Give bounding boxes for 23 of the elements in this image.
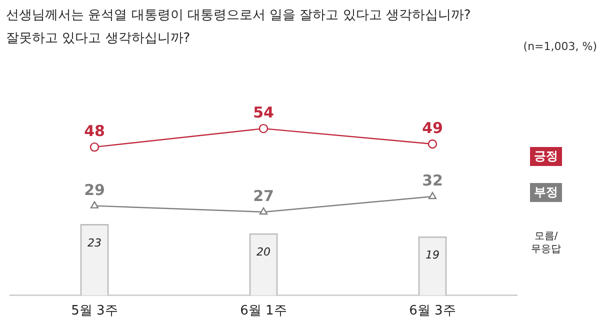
data-label: 27 <box>253 186 274 205</box>
point <box>90 142 100 152</box>
text: 부정 <box>530 183 562 202</box>
point <box>90 201 99 208</box>
data-label: 29 <box>84 180 105 199</box>
text: (n=1,003, %) <box>523 40 597 53</box>
point <box>259 207 268 215</box>
point <box>428 192 437 200</box>
x-tick-label: 6월 3주 <box>409 304 456 319</box>
text: 모름/ 무응답 <box>530 230 562 256</box>
data-label: 32 <box>422 172 443 190</box>
data-label: 54 <box>253 104 274 122</box>
chart-title: 선생님께서는 윤석열 대통령이 대통령으로서 일을 잘하고 있다고 생각하십니까? 잘못하고 있다고 생각하십니까? <box>6 7 471 48</box>
data-label: 48 <box>84 122 105 140</box>
x-tick-label: 5월 3주 <box>71 304 118 319</box>
x-tick-label: 6월 1주 <box>240 304 287 319</box>
point <box>428 139 438 149</box>
data-label: 23 <box>88 236 102 250</box>
data-label: 19 <box>426 248 440 262</box>
data-label: 20 <box>256 246 270 259</box>
text: 긍정 <box>530 147 562 166</box>
point <box>258 124 268 134</box>
data-label: 49 <box>422 118 443 137</box>
